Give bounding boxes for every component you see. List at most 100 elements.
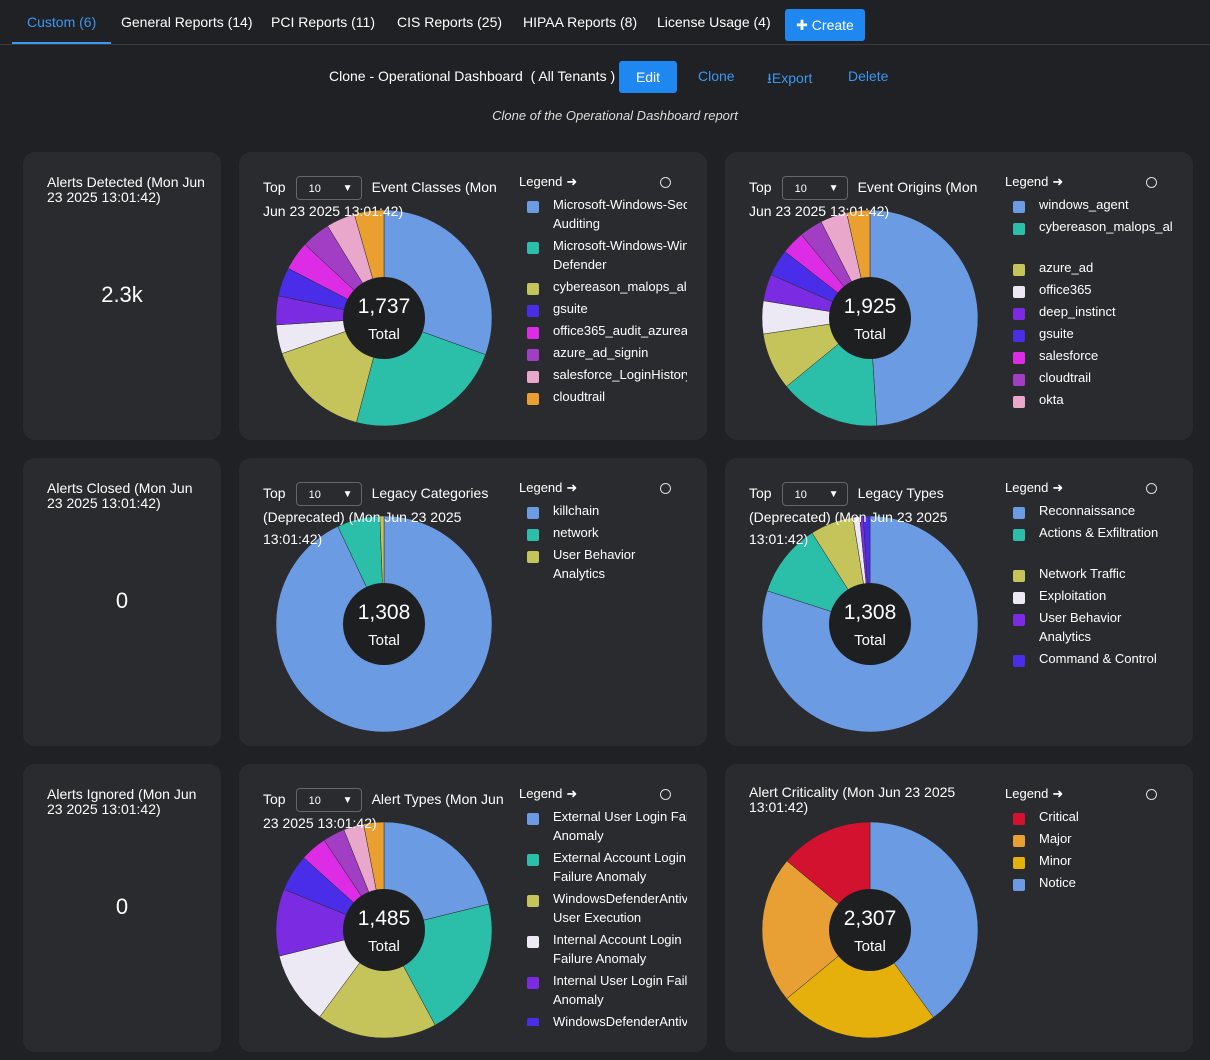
legend-item[interactable]: WindowsDefenderAntivi Subvert Trust Cont… <box>519 1012 691 1026</box>
legend-swatch <box>1013 614 1025 626</box>
tab[interactable]: General Reports (14) <box>121 14 253 30</box>
export-link[interactable]: ⭳Export <box>767 70 813 86</box>
legend-label[interactable]: Legend <box>1005 786 1049 801</box>
pie-slice[interactable] <box>761 515 979 733</box>
legend-title[interactable]: Legend ➜ <box>519 480 577 498</box>
legend-item[interactable]: Internal Account Login Failure Anomaly <box>519 930 691 968</box>
select-caret[interactable]: ▼ <box>828 183 839 195</box>
legend-item[interactable]: Microsoft-Windows-Wind Defender <box>519 236 691 274</box>
legend-toggle-icon[interactable]: ➜ <box>1052 480 1064 495</box>
legend-item[interactable]: cybereason_malops_all_ <box>1005 217 1177 255</box>
tab[interactable]: CIS Reports (25) <box>397 14 503 30</box>
tab[interactable]: HIPAA Reports (8) <box>523 14 638 30</box>
legend-item[interactable]: windows_agent <box>1005 195 1177 214</box>
legend-item[interactable]: Network Traffic <box>1005 564 1177 583</box>
tab[interactable]: License Usage (4) <box>657 14 771 30</box>
legend-item[interactable]: External User Login Failu Anomaly <box>519 807 691 845</box>
select-caret[interactable]: ▼ <box>342 795 353 807</box>
tab[interactable]: Custom (6) <box>12 0 112 44</box>
tab[interactable]: PCI Reports (11) <box>271 14 375 30</box>
legend-item[interactable]: Actions & Exfiltration <box>1005 523 1177 561</box>
legend-item[interactable]: User Behavior Analytics <box>519 545 691 583</box>
legend-swatch <box>527 977 539 989</box>
stat-title: Alerts Closed (Mon Jun 23 2025 13:01:42) <box>47 480 193 511</box>
legend-title[interactable]: Legend ➜ <box>1005 480 1063 498</box>
legend-item[interactable]: salesforce <box>1005 346 1177 365</box>
top-value[interactable]: 10 <box>794 183 807 196</box>
top-select[interactable]: 10 ▼ <box>295 176 362 201</box>
top-value[interactable]: 10 <box>308 489 321 502</box>
legend-label[interactable]: Legend <box>1005 174 1049 189</box>
top-select[interactable]: 10 ▼ <box>781 482 848 507</box>
top-select[interactable]: 10 ▼ <box>295 788 362 813</box>
legend-item[interactable]: WindowsDefenderAntivi User Execution <box>519 889 691 927</box>
legend-radio[interactable] <box>660 483 671 494</box>
legend-item[interactable]: Internal User Login Failu Anomaly <box>519 971 691 1009</box>
create-label[interactable]: Create <box>811 17 854 33</box>
top-value[interactable]: 10 <box>308 795 321 808</box>
pie-slice[interactable] <box>869 209 979 427</box>
legend-item[interactable]: gsuite <box>519 299 691 318</box>
legend-label[interactable]: Legend <box>1005 480 1049 495</box>
create-button[interactable]: ✚ Create <box>785 9 865 41</box>
select-caret[interactable]: ▼ <box>342 183 353 195</box>
legend-item[interactable]: Exploitation <box>1005 586 1177 605</box>
legend-toggle-icon[interactable]: ➜ <box>566 480 578 495</box>
top-select[interactable]: 10 ▼ <box>295 482 362 507</box>
legend-item[interactable]: killchain <box>519 501 691 520</box>
legend-item[interactable]: External Account Login Failure Anomaly <box>519 848 691 886</box>
stat-value: 0 <box>115 894 129 919</box>
legend-item[interactable]: User Behavior Analytics <box>1005 608 1177 646</box>
legend-item[interactable]: cybereason_malops_all_ <box>519 277 691 296</box>
top-value[interactable]: 10 <box>794 489 807 502</box>
legend-item[interactable]: office365_audit_azuread <box>519 321 691 340</box>
legend-item[interactable]: Critical <box>1005 807 1177 826</box>
legend-label[interactable]: Legend <box>519 786 563 801</box>
pie-total-label: Total <box>368 938 400 955</box>
legend-title[interactable]: Legend ➜ <box>1005 786 1063 804</box>
legend-item[interactable]: azure_ad <box>1005 258 1177 277</box>
legend-item[interactable]: Notice <box>1005 873 1177 892</box>
export-label[interactable]: Export <box>771 70 813 86</box>
edit-button[interactable]: Edit <box>619 61 677 93</box>
pie-slice[interactable] <box>761 860 871 1000</box>
legend-item[interactable]: Microsoft-Windows-Secu Auditing <box>519 195 691 233</box>
pie-slice[interactable] <box>786 929 934 1039</box>
pie-slice[interactable] <box>869 821 979 1018</box>
legend-item[interactable]: Major <box>1005 829 1177 848</box>
legend-item[interactable]: one_login <box>1005 412 1177 414</box>
top-value[interactable]: 10 <box>308 183 321 196</box>
clone-link[interactable]: Clone <box>698 68 735 84</box>
legend-radio[interactable] <box>660 177 671 188</box>
select-caret[interactable]: ▼ <box>342 489 353 501</box>
legend-item[interactable]: deep_instinct <box>1005 302 1177 321</box>
legend-item[interactable]: office365 <box>1005 280 1177 299</box>
legend-radio[interactable] <box>1146 177 1157 188</box>
delete-link[interactable]: Delete <box>848 68 889 84</box>
legend-item[interactable]: azure_ad_signin <box>519 343 691 362</box>
legend-item[interactable]: Command & Control <box>1005 649 1177 668</box>
legend-title[interactable]: Legend ➜ <box>1005 174 1063 192</box>
legend-item[interactable]: okta <box>1005 390 1177 409</box>
legend-item[interactable]: cloudtrail <box>1005 368 1177 387</box>
legend-radio[interactable] <box>1146 483 1157 494</box>
legend-radio[interactable] <box>660 789 671 800</box>
legend-title[interactable]: Legend ➜ <box>519 786 577 804</box>
legend-item[interactable]: cloudtrail <box>519 387 691 406</box>
legend-item[interactable]: Minor <box>1005 851 1177 870</box>
legend-toggle-icon[interactable]: ➜ <box>1052 174 1064 189</box>
select-caret[interactable]: ▼ <box>828 489 839 501</box>
legend-title[interactable]: Legend ➜ <box>519 174 577 192</box>
legend-label[interactable]: Legend <box>519 174 563 189</box>
legend-item[interactable]: network <box>519 523 691 542</box>
top-select[interactable]: 10 ▼ <box>781 176 848 201</box>
pie-slice[interactable] <box>319 929 436 1039</box>
legend-toggle-icon[interactable]: ➜ <box>1052 786 1064 801</box>
legend-item[interactable]: Reconnaissance <box>1005 501 1177 520</box>
legend-toggle-icon[interactable]: ➜ <box>566 174 578 189</box>
legend-item[interactable]: gsuite <box>1005 324 1177 343</box>
legend-item[interactable]: salesforce_LoginHistory <box>519 365 691 384</box>
legend-toggle-icon[interactable]: ➜ <box>566 786 578 801</box>
legend-label[interactable]: Legend <box>519 480 563 495</box>
legend-radio[interactable] <box>1146 789 1157 800</box>
